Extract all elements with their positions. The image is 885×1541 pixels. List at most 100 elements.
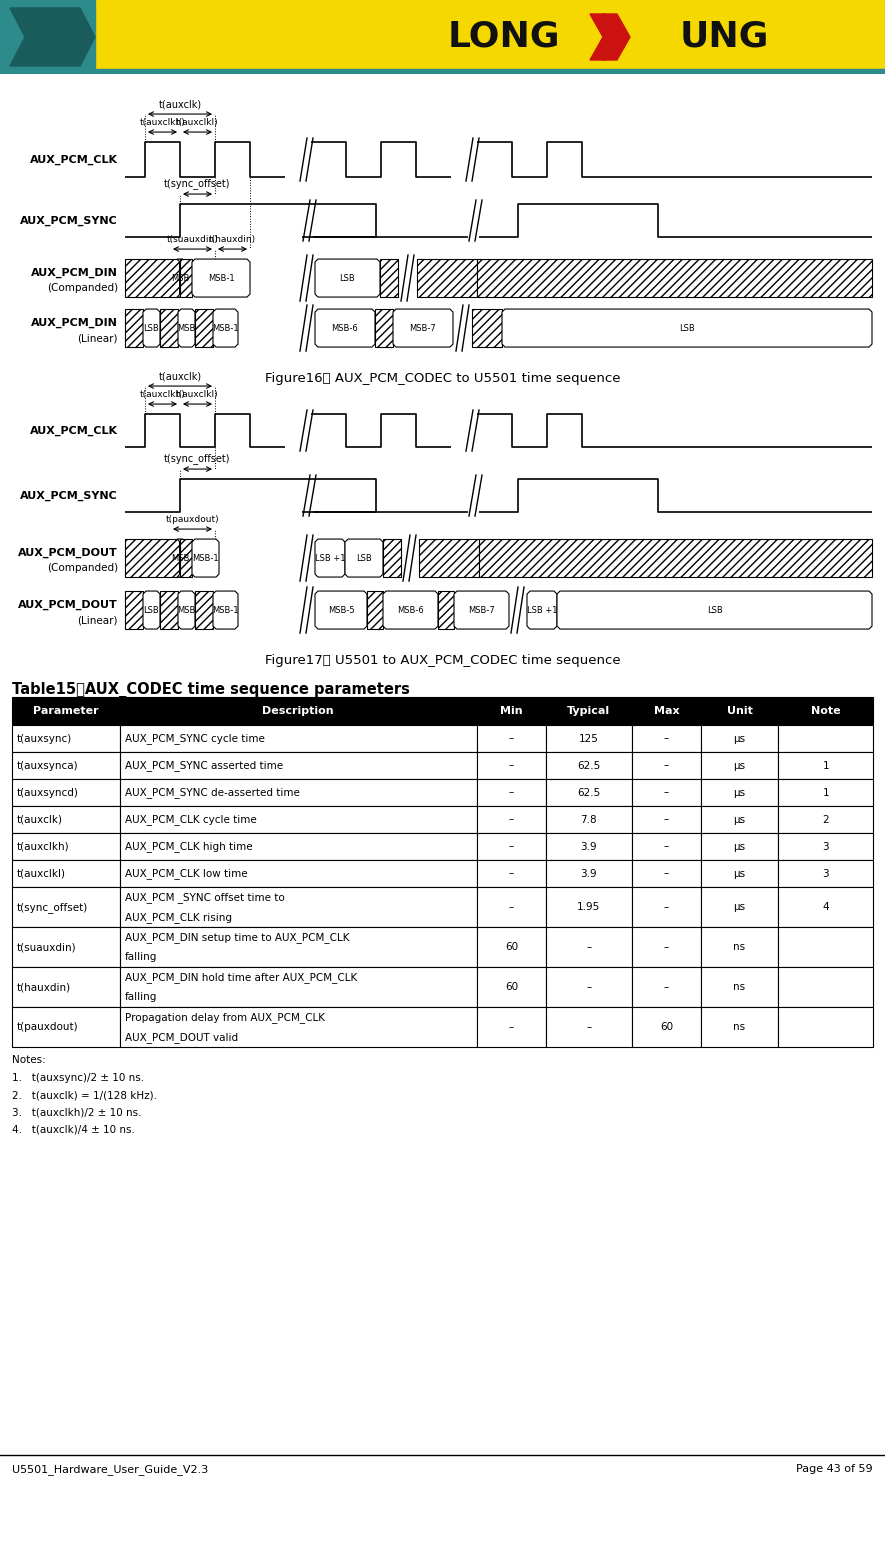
Text: LSB: LSB xyxy=(143,324,159,333)
Text: falling: falling xyxy=(125,952,157,962)
Text: LONG: LONG xyxy=(448,20,560,54)
Bar xyxy=(632,888,701,928)
Text: MSB-1: MSB-1 xyxy=(192,553,219,562)
Text: MSB: MSB xyxy=(171,553,189,562)
Bar xyxy=(778,752,873,780)
Bar xyxy=(778,726,873,752)
Polygon shape xyxy=(143,592,160,629)
Bar xyxy=(701,780,778,806)
Bar xyxy=(12,860,119,888)
Text: Figure17： U5501 to AUX_PCM_CODEC time sequence: Figure17： U5501 to AUX_PCM_CODEC time se… xyxy=(265,653,620,667)
Polygon shape xyxy=(502,310,872,347)
Bar xyxy=(477,834,546,860)
Bar xyxy=(701,860,778,888)
Bar xyxy=(125,592,143,629)
Text: AUX_PCM_DIN: AUX_PCM_DIN xyxy=(31,268,118,279)
Bar xyxy=(119,752,477,780)
Bar xyxy=(0,0,95,74)
Text: t(sync_offset): t(sync_offset) xyxy=(165,453,231,464)
Bar xyxy=(632,752,701,780)
Bar xyxy=(632,697,701,726)
Bar xyxy=(546,928,632,968)
Polygon shape xyxy=(177,539,183,576)
Text: 2: 2 xyxy=(822,815,829,824)
Bar xyxy=(12,968,119,1008)
Bar xyxy=(701,968,778,1008)
Bar xyxy=(701,888,778,928)
Polygon shape xyxy=(315,259,380,297)
Bar xyxy=(160,310,178,347)
Bar xyxy=(119,860,477,888)
Text: t(suauxdin): t(suauxdin) xyxy=(17,942,77,952)
Text: 3: 3 xyxy=(822,869,829,878)
Bar xyxy=(477,780,546,806)
Bar xyxy=(119,928,477,968)
Text: –: – xyxy=(664,841,669,852)
Bar xyxy=(632,860,701,888)
Polygon shape xyxy=(315,539,345,576)
Bar xyxy=(119,697,477,726)
Bar xyxy=(778,860,873,888)
Text: MSB: MSB xyxy=(171,274,189,282)
Polygon shape xyxy=(192,259,250,297)
Text: AUX_PCM_SYNC: AUX_PCM_SYNC xyxy=(20,216,118,225)
Bar xyxy=(477,968,546,1008)
Bar xyxy=(546,806,632,834)
Bar xyxy=(477,928,546,968)
Text: AUX_PCM_DOUT: AUX_PCM_DOUT xyxy=(19,549,118,558)
Bar xyxy=(701,806,778,834)
Bar xyxy=(477,806,546,834)
Text: –: – xyxy=(586,1022,591,1032)
Bar xyxy=(479,539,872,576)
Bar xyxy=(546,697,632,726)
Text: AUX_PCM_DIN hold time after AUX_PCM_CLK: AUX_PCM_DIN hold time after AUX_PCM_CLK xyxy=(125,972,357,983)
Bar xyxy=(632,968,701,1008)
Bar xyxy=(778,780,873,806)
Text: 60: 60 xyxy=(504,942,518,952)
Text: 1: 1 xyxy=(822,787,829,798)
Polygon shape xyxy=(178,310,195,347)
Text: 60: 60 xyxy=(504,982,518,992)
Text: Description: Description xyxy=(263,706,335,717)
Text: t(auxclkl): t(auxclkl) xyxy=(176,119,219,126)
Bar xyxy=(375,310,393,347)
Text: LSB: LSB xyxy=(679,324,695,333)
Text: –: – xyxy=(664,982,669,992)
Bar xyxy=(632,1008,701,1046)
Text: 4: 4 xyxy=(822,901,829,912)
Text: t(auxclkh): t(auxclkh) xyxy=(140,119,185,126)
Bar xyxy=(778,888,873,928)
Text: –: – xyxy=(664,734,669,744)
Text: MSB: MSB xyxy=(177,606,196,615)
Bar xyxy=(472,310,502,347)
Text: Figure16： AUX_PCM_CODEC to U5501 time sequence: Figure16： AUX_PCM_CODEC to U5501 time se… xyxy=(265,371,620,385)
Text: AUX_PCM_CLK rising: AUX_PCM_CLK rising xyxy=(125,912,232,923)
Text: –: – xyxy=(509,787,514,798)
Text: t(auxclk): t(auxclk) xyxy=(158,371,202,381)
Bar xyxy=(477,697,546,726)
Bar xyxy=(195,310,213,347)
Polygon shape xyxy=(315,592,367,629)
Bar xyxy=(778,834,873,860)
Text: (Linear): (Linear) xyxy=(78,333,118,344)
Text: falling: falling xyxy=(125,992,157,1002)
Polygon shape xyxy=(213,592,238,629)
Text: Note: Note xyxy=(811,706,841,717)
Text: AUX_PCM_DIN: AUX_PCM_DIN xyxy=(31,317,118,328)
Polygon shape xyxy=(393,310,453,347)
Polygon shape xyxy=(10,8,95,66)
Text: –: – xyxy=(664,761,669,770)
Bar xyxy=(119,888,477,928)
Text: Propagation delay from AUX_PCM_CLK: Propagation delay from AUX_PCM_CLK xyxy=(125,1011,325,1023)
Text: t(auxclkl): t(auxclkl) xyxy=(176,390,219,399)
Polygon shape xyxy=(178,592,195,629)
Text: –: – xyxy=(509,869,514,878)
Bar xyxy=(477,752,546,780)
Bar xyxy=(12,806,119,834)
Polygon shape xyxy=(213,310,238,347)
Text: Typical: Typical xyxy=(567,706,611,717)
Text: UNG: UNG xyxy=(680,20,769,54)
Text: μs: μs xyxy=(734,841,745,852)
Polygon shape xyxy=(345,539,383,576)
Text: (Linear): (Linear) xyxy=(78,615,118,626)
